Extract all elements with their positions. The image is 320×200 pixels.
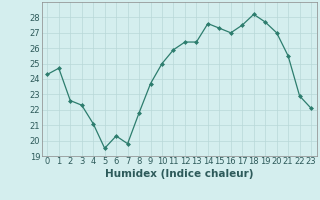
X-axis label: Humidex (Indice chaleur): Humidex (Indice chaleur) bbox=[105, 169, 253, 179]
